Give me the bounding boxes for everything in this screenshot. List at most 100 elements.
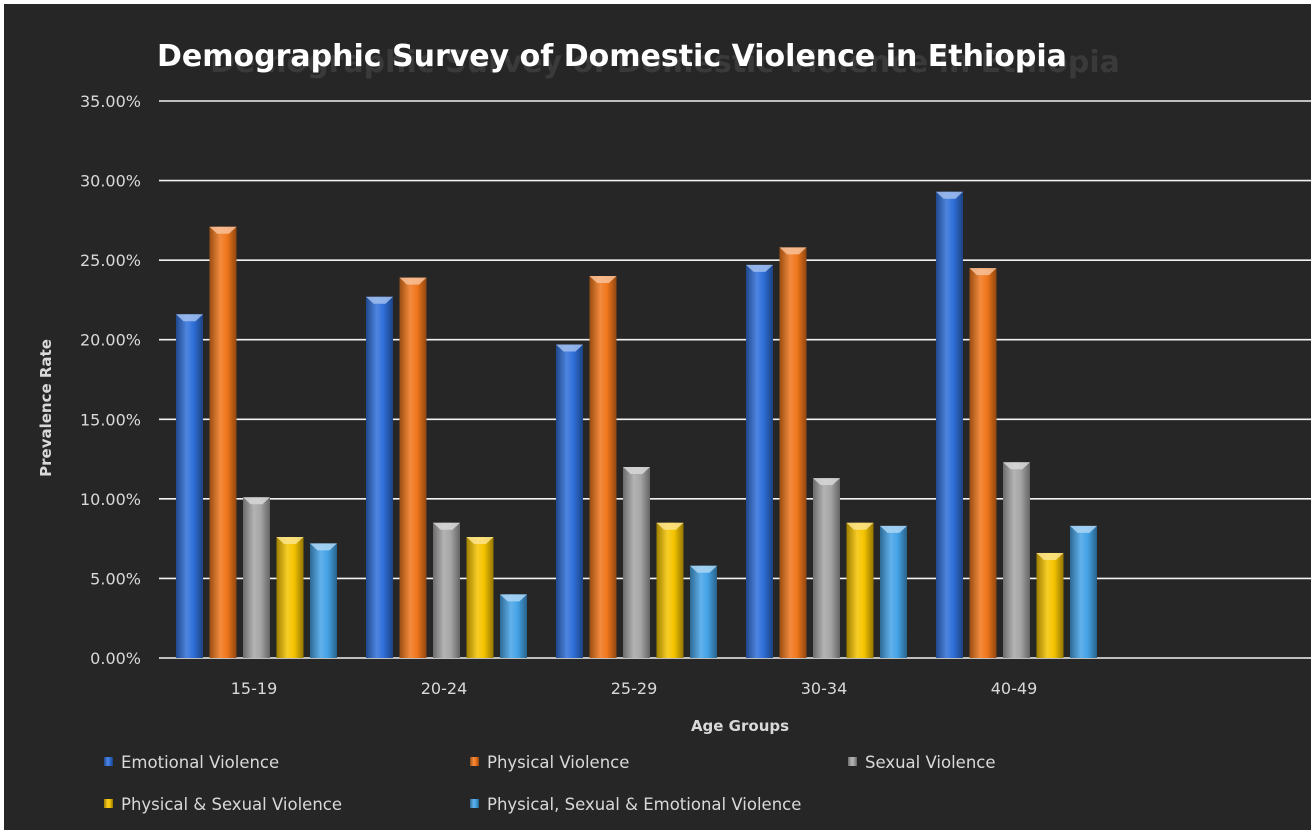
legend-item: Emotional Violence [104, 753, 279, 772]
bar-body [880, 525, 907, 658]
y-tick-label: 30.00% [80, 172, 141, 191]
bar-cap [310, 543, 337, 551]
gridlines [159, 100, 1311, 659]
bar-body [813, 478, 840, 658]
y-tick-label: 15.00% [80, 410, 141, 429]
bar [1036, 552, 1064, 658]
legend-label: Physical, Sexual & Emotional Violence [487, 795, 801, 814]
chart-frame: Demographic Survey of Domestic Violence … [4, 4, 1311, 830]
bar-body [209, 226, 237, 659]
x-tick-label: 25-29 [611, 679, 658, 698]
bar-body [176, 314, 203, 658]
x-tick-label: 30-34 [801, 679, 848, 698]
bar-body [556, 344, 583, 658]
bar-body [243, 497, 270, 658]
bar-body [846, 522, 874, 658]
bar-body [500, 594, 527, 658]
bar-body [1036, 552, 1064, 658]
y-tick-label: 5.00% [90, 569, 141, 588]
bar-body [936, 191, 963, 658]
legend-label: Physical Violence [487, 753, 629, 772]
bar-body [466, 537, 494, 658]
bar-body [589, 276, 617, 658]
bar [936, 191, 963, 658]
bar-cap [589, 276, 617, 284]
bar [276, 537, 304, 658]
bar-body [779, 247, 807, 658]
bar [969, 268, 997, 658]
y-tick-label: 35.00% [80, 92, 141, 111]
bar-body [690, 565, 717, 658]
bar [690, 565, 717, 658]
bar [556, 344, 583, 658]
y-tick-label: 25.00% [80, 251, 141, 270]
bar-cap [243, 497, 270, 505]
bar [176, 314, 203, 658]
bar-cap [176, 314, 203, 322]
bar-chart: Demographic Survey of Domestic Violence … [37, 39, 1311, 814]
x-tick-label: 15-19 [231, 679, 278, 698]
bar-cap [690, 565, 717, 573]
bar-cap [466, 537, 494, 545]
bar-cap [399, 277, 427, 285]
bar [209, 226, 237, 659]
bar [589, 276, 617, 658]
bar-cap [846, 522, 874, 530]
bar-body [433, 522, 460, 658]
bar-body [623, 467, 650, 658]
legend-item: Physical & Sexual Violence [104, 795, 342, 814]
bar-body [366, 296, 393, 658]
bar [399, 277, 427, 658]
bar [310, 543, 337, 658]
bar-cap [656, 522, 684, 530]
bar-body [1003, 462, 1030, 658]
legend-item: Physical Violence [470, 753, 629, 772]
bar [500, 594, 527, 658]
bar [366, 296, 393, 658]
bar-cap [500, 594, 527, 602]
bar-cap [209, 226, 237, 234]
bar-cap [276, 537, 304, 545]
legend-swatch [104, 757, 113, 766]
bar [813, 478, 840, 658]
bar-body [1070, 525, 1097, 658]
x-tick-label: 20-24 [421, 679, 468, 698]
x-tick-label: 40-49 [991, 679, 1038, 698]
legend-item: Sexual Violence [848, 753, 996, 772]
legend-swatch [470, 757, 479, 766]
legend-label: Emotional Violence [121, 753, 279, 772]
bar-cap [556, 344, 583, 352]
bar-body [310, 543, 337, 658]
y-axis-ticks: 0.00% 5.00% 10.00% 15.00% 20.00% 25.00% 30.00%… [80, 92, 141, 668]
bar-body [399, 277, 427, 658]
legend-swatch [470, 799, 479, 808]
bar-cap [1003, 462, 1030, 470]
bar-body [969, 268, 997, 658]
bar-body [276, 537, 304, 658]
bar-cap [779, 247, 807, 255]
bar-body [656, 522, 684, 658]
y-tick-label: 20.00% [80, 331, 141, 350]
bar-cap [623, 467, 650, 475]
x-axis-ticks: 15-19 20-24 25-29 30-34 40-49 [231, 679, 1038, 698]
y-tick-label: 10.00% [80, 490, 141, 509]
bar [433, 522, 460, 658]
legend: Emotional Violence Physical Violence Sexua… [104, 753, 996, 814]
bar-cap [880, 525, 907, 533]
bar-cap [969, 268, 997, 276]
bar [1070, 525, 1097, 658]
bar-cap [1036, 552, 1064, 560]
y-axis-title: Prevalence Rate [37, 339, 55, 477]
legend-item: Physical, Sexual & Emotional Violence [470, 795, 801, 814]
legend-swatch [104, 799, 113, 808]
bar [243, 497, 270, 658]
bar [656, 522, 684, 658]
y-tick-label: 0.00% [90, 649, 141, 668]
bar [466, 537, 494, 658]
bar-body [746, 264, 773, 658]
bar [846, 522, 874, 658]
bar [880, 525, 907, 658]
bar-cap [366, 296, 393, 304]
bar [746, 264, 773, 658]
bar-cap [813, 478, 840, 486]
